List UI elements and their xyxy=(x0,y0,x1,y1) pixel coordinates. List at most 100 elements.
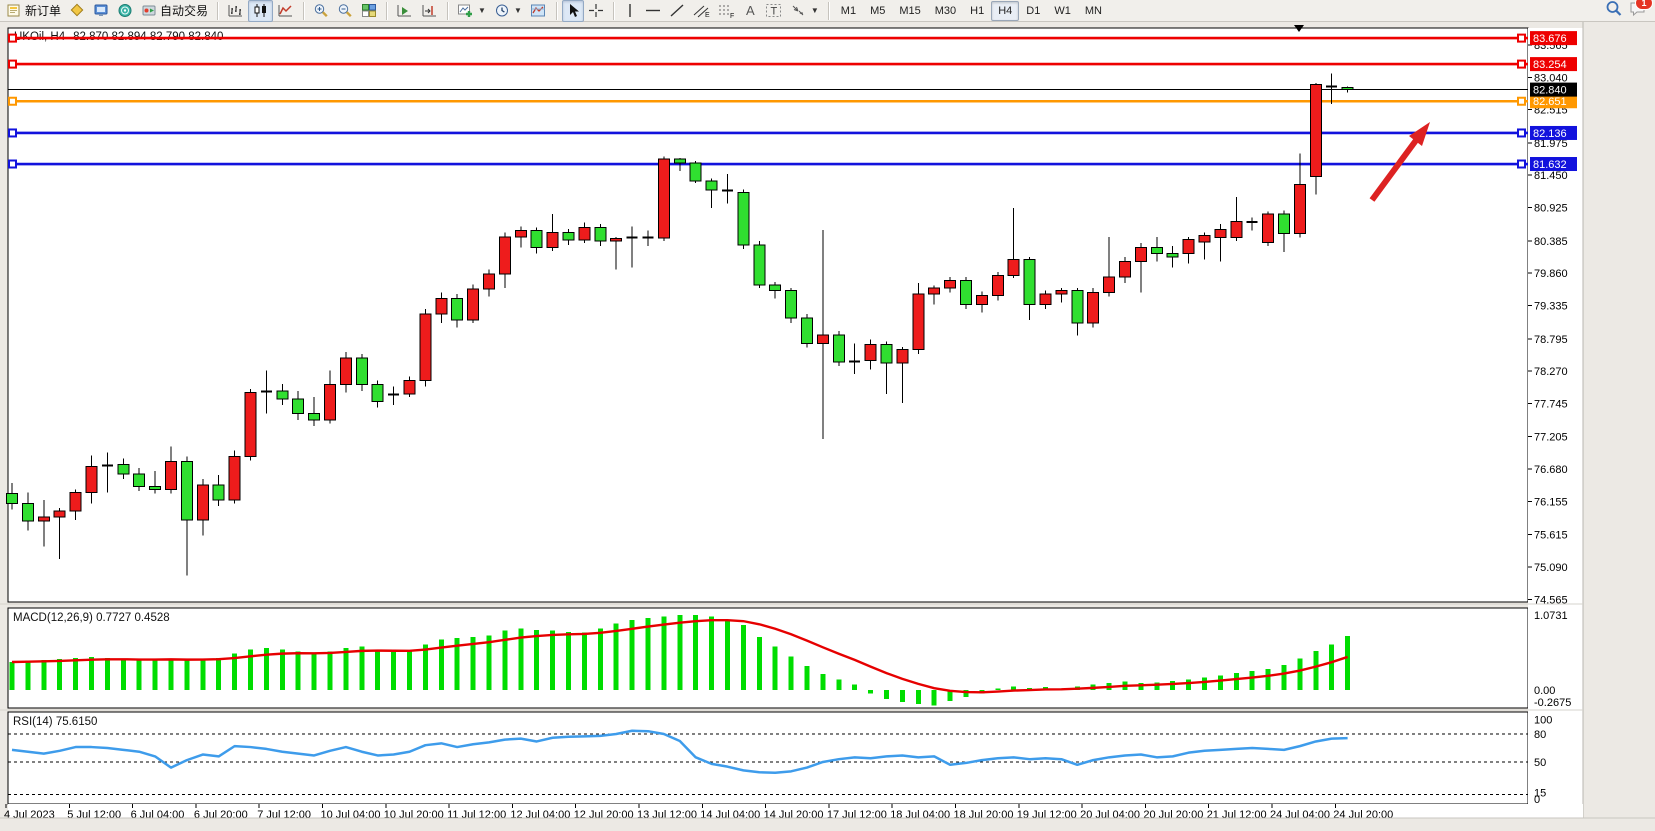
hline-icon xyxy=(645,3,661,18)
rsi-line xyxy=(11,729,1348,774)
svg-text:82.651: 82.651 xyxy=(1533,96,1567,108)
arrows-button[interactable]: ▼ xyxy=(786,0,823,22)
price-badge-82.840: 82.840 xyxy=(1530,82,1577,97)
candle-68 xyxy=(1087,291,1100,324)
candle-35 xyxy=(562,232,575,241)
chartshift-icon xyxy=(421,3,438,18)
candle-66 xyxy=(1055,289,1068,295)
candle-47 xyxy=(753,244,766,286)
tf-m1-button[interactable]: M1 xyxy=(834,1,863,21)
candle-54 xyxy=(864,344,877,362)
candle-56 xyxy=(896,349,909,364)
candle-48 xyxy=(769,284,782,291)
bars-icon xyxy=(227,3,244,18)
candle-19 xyxy=(308,413,321,421)
candle-26 xyxy=(419,313,432,381)
chevron-down-icon[interactable]: ▼ xyxy=(810,6,819,15)
auto-trading-button[interactable]: 自动交易 xyxy=(137,0,212,22)
candle-76 xyxy=(1214,228,1227,238)
chart-canvas[interactable]: UKOil, H482.870 82.894 82.790 82.84083.5… xyxy=(0,22,1655,831)
toolbar-separator xyxy=(827,1,829,20)
price-tick: 81.450 xyxy=(1534,170,1568,182)
tf-m5-button[interactable]: M5 xyxy=(863,1,892,21)
candle-80 xyxy=(1278,213,1290,235)
periods-button[interactable]: ▼ xyxy=(490,0,526,22)
candle-64 xyxy=(1023,259,1036,306)
tiles-icon xyxy=(361,3,377,18)
crosshair-button[interactable] xyxy=(584,0,608,22)
cursor-button[interactable] xyxy=(561,0,584,22)
market-watch-button[interactable] xyxy=(89,0,113,22)
candle-72 xyxy=(1150,246,1163,254)
neworder-icon xyxy=(6,3,22,18)
line-chart-button[interactable] xyxy=(273,0,298,22)
bar-chart-button[interactable] xyxy=(223,0,248,22)
new-chart-button[interactable]: ▼ xyxy=(453,0,490,22)
price-tick: 77.205 xyxy=(1534,432,1568,444)
auto-scroll-button[interactable] xyxy=(392,0,417,22)
notifications-button[interactable]: 1 xyxy=(1629,0,1653,22)
zoom-out-button[interactable] xyxy=(333,0,357,22)
price-tick: 80.925 xyxy=(1534,203,1568,215)
template-icon xyxy=(530,3,547,18)
trendline-button[interactable] xyxy=(665,0,689,22)
chevron-down-icon[interactable]: ▼ xyxy=(513,6,522,15)
vertical-line-button[interactable] xyxy=(619,0,641,22)
tf-m30-button-label: M30 xyxy=(934,4,957,17)
equidistant-channel-button[interactable]: E xyxy=(689,0,714,22)
candle-36 xyxy=(578,227,591,241)
price-tick: 79.335 xyxy=(1534,301,1568,313)
tf-h1-button[interactable]: H1 xyxy=(963,1,991,21)
candle-27 xyxy=(435,297,448,315)
zoom-in-button[interactable] xyxy=(309,0,333,22)
fibonacci-button[interactable]: F xyxy=(714,0,739,22)
tf-d1-button[interactable]: D1 xyxy=(1019,1,1047,21)
chart-windows-button[interactable] xyxy=(65,0,89,22)
text-button[interactable]: A xyxy=(739,0,761,22)
signals-button[interactable] xyxy=(113,0,137,22)
search-icon xyxy=(1605,0,1623,22)
zoomin-icon xyxy=(313,3,329,18)
toolbar-group xyxy=(390,0,444,22)
tf-m1-button-label: M1 xyxy=(840,4,857,17)
trend-icon xyxy=(669,3,685,18)
chart-shift-button[interactable] xyxy=(417,0,442,22)
candle-71 xyxy=(1134,246,1147,262)
templates-button[interactable] xyxy=(526,0,551,22)
monitor-icon xyxy=(93,3,109,18)
candle-28 xyxy=(451,297,464,321)
tf-m15-button[interactable]: M15 xyxy=(892,1,927,21)
annotation-arrow xyxy=(1369,122,1430,202)
tile-windows-button[interactable] xyxy=(357,0,381,22)
horizontal-line-button[interactable] xyxy=(641,0,665,22)
candle-chart-button[interactable] xyxy=(248,0,274,22)
new-order-button[interactable]: 新订单 xyxy=(2,0,65,22)
svg-text:81.632: 81.632 xyxy=(1533,159,1567,171)
candle-10 xyxy=(165,461,177,490)
clock-icon xyxy=(494,3,510,18)
price-tick: 80.385 xyxy=(1534,236,1568,248)
toolbar-group: E F A T ▼ xyxy=(617,0,825,22)
candle-1 xyxy=(21,503,34,522)
tf-m30-button[interactable]: M30 xyxy=(928,1,963,21)
candle-14 xyxy=(228,456,241,501)
tf-mn-button[interactable]: MN xyxy=(1078,1,1109,21)
text-label-button[interactable]: T xyxy=(761,0,786,22)
search-button[interactable] xyxy=(1605,0,1623,22)
candle-84 xyxy=(1341,86,1354,91)
toolbar-group: ▼ ▼ xyxy=(451,0,553,22)
macd-histogram xyxy=(9,615,1351,706)
candle-41 xyxy=(657,158,670,239)
chevron-down-icon[interactable]: ▼ xyxy=(478,6,486,15)
candle-23 xyxy=(371,384,384,402)
tf-h4-button[interactable]: H4 xyxy=(991,0,1020,21)
rsi-axis-label: 80 xyxy=(1534,729,1546,741)
toolbar-right: 1 xyxy=(1605,0,1655,22)
toolbar-group xyxy=(221,0,300,22)
svg-text:83.676: 83.676 xyxy=(1533,33,1567,45)
price-badge-81.632: 81.632 xyxy=(1530,157,1577,172)
candle-21 xyxy=(339,357,352,386)
candle-44 xyxy=(705,180,718,191)
tf-w1-button[interactable]: W1 xyxy=(1047,1,1078,21)
macd-label: MACD(12,26,9) 0.7727 0.4528 xyxy=(13,612,170,624)
